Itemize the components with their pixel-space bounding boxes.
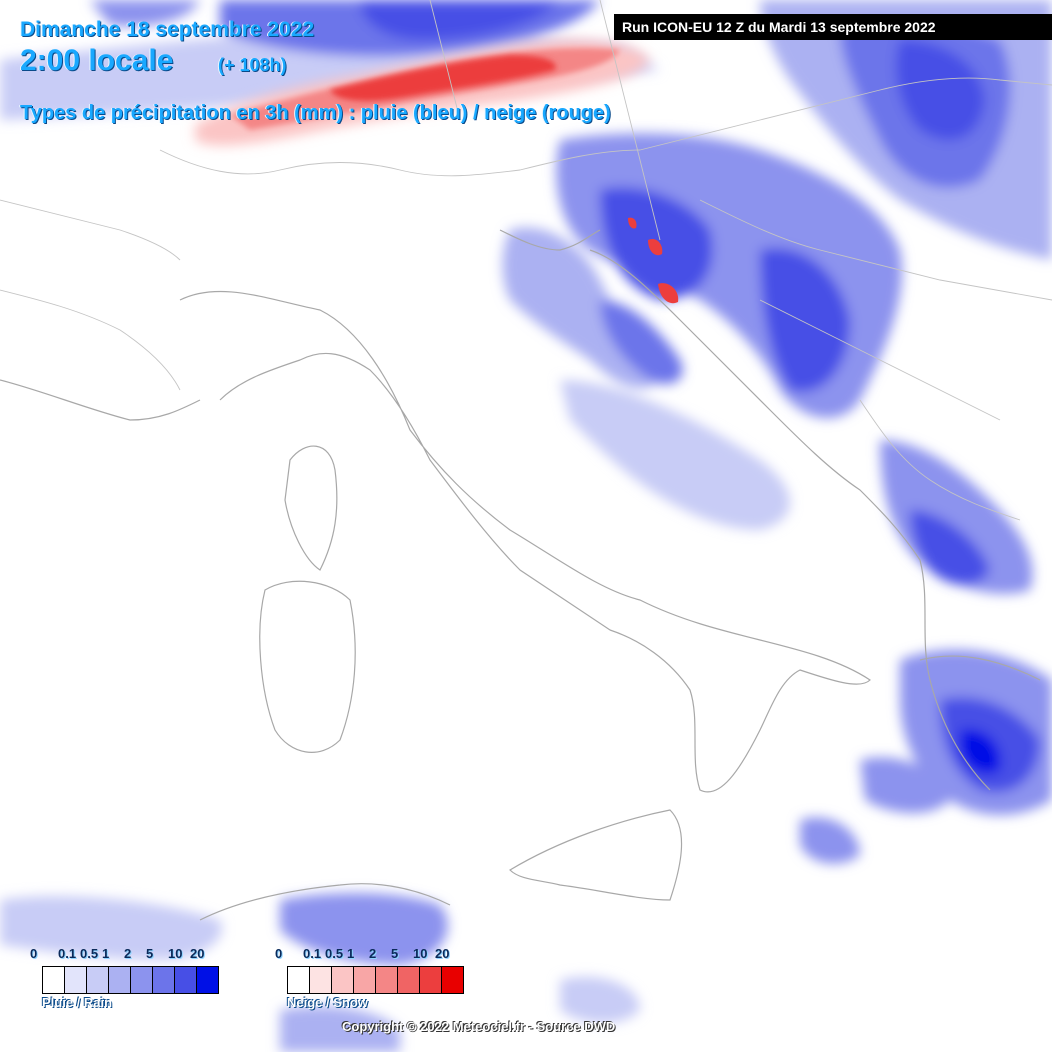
rain-legend-tick: 10 bbox=[168, 946, 183, 961]
coastlines bbox=[0, 229, 1041, 921]
snow-legend-tick: 5 bbox=[391, 946, 399, 961]
snow-legend-tick: 0 bbox=[275, 946, 283, 961]
rain-legend-swatch bbox=[152, 966, 175, 994]
snow-legend-swatch bbox=[375, 966, 398, 994]
rain-legend-scale bbox=[42, 966, 219, 994]
rain-legend-swatch bbox=[86, 966, 109, 994]
snow-legend-swatch bbox=[309, 966, 332, 994]
rain-legend-swatch bbox=[174, 966, 197, 994]
snow-legend-tick: 0.1 bbox=[303, 946, 322, 961]
snow-legend-tick: 1 bbox=[347, 946, 355, 961]
copyright-text: Copyright © 2022 Meteociel.fr - Source D… bbox=[342, 1019, 616, 1034]
rain-legend-swatch bbox=[108, 966, 131, 994]
snow-legend-tick: 2 bbox=[369, 946, 377, 961]
rain-legend-swatch bbox=[130, 966, 153, 994]
rain-legend-tick: 2 bbox=[124, 946, 132, 961]
borders bbox=[0, 0, 1052, 521]
rain-legend-swatch bbox=[64, 966, 87, 994]
rain-legend-tick: 5 bbox=[146, 946, 154, 961]
snow-field bbox=[195, 39, 679, 304]
rain-legend-tick: 0 bbox=[30, 946, 38, 961]
rain-legend-swatch bbox=[196, 966, 219, 994]
rain-legend-tick: 0.1 bbox=[58, 946, 77, 961]
snow-legend-scale bbox=[287, 966, 464, 994]
snow-legend-tick: 0.5 bbox=[325, 946, 344, 961]
forecast-date: Dimanche 18 septembre 2022 bbox=[20, 18, 315, 41]
rain-legend-tick: 1 bbox=[102, 946, 110, 961]
snow-legend-tick: 10 bbox=[413, 946, 428, 961]
snow-legend-label: Neige / Snow bbox=[287, 995, 368, 1010]
snow-legend-swatch bbox=[419, 966, 442, 994]
forecast-time: 2:00 locale bbox=[20, 44, 174, 77]
snow-legend-swatch bbox=[441, 966, 464, 994]
lead-time: (+ 108h) bbox=[218, 55, 287, 75]
run-info-banner: Run ICON-EU 12 Z du Mardi 13 septembre 2… bbox=[614, 14, 1052, 40]
rain-legend-swatch bbox=[42, 966, 65, 994]
snow-legend-swatch bbox=[397, 966, 420, 994]
rain-legend-tick: 0.5 bbox=[80, 946, 99, 961]
snow-legend-swatch bbox=[287, 966, 310, 994]
snow-legend-tick: 20 bbox=[435, 946, 450, 961]
rain-legend-label: Pluie / Rain bbox=[42, 995, 113, 1010]
snow-legend-swatch bbox=[331, 966, 354, 994]
snow-legend-swatch bbox=[353, 966, 376, 994]
precip-type-title: Types de précipitation en 3h (mm) : plui… bbox=[20, 102, 611, 124]
rain-legend-tick: 20 bbox=[190, 946, 205, 961]
